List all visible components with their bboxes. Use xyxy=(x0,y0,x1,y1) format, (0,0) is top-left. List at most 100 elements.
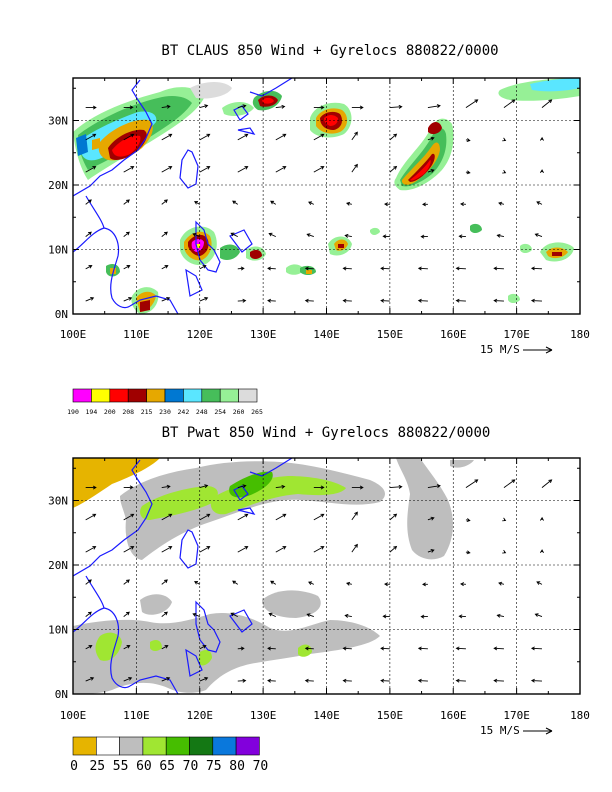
wind-arrow xyxy=(458,234,466,239)
wind-arrow xyxy=(268,612,276,618)
wind-arrow xyxy=(275,484,286,489)
colorbar: 190 194 200 208 215 230 242 248 254 260 265 xyxy=(67,388,263,416)
wind-arrow xyxy=(465,138,471,143)
reference-vector-label: 15 M/S xyxy=(480,724,520,737)
x-tick-label: 150E xyxy=(377,709,404,722)
wind-arrow xyxy=(493,646,504,651)
x-tick-label: 120E xyxy=(187,328,214,341)
wind-arrow xyxy=(123,645,131,650)
wind-arrow xyxy=(85,546,97,553)
wind-arrow xyxy=(161,579,168,585)
wind-arrow xyxy=(455,266,466,271)
wind-arrow xyxy=(123,105,134,110)
wind-arrow xyxy=(344,233,352,238)
wind-arrow xyxy=(194,581,200,585)
wind-arrow xyxy=(85,199,92,205)
wind-arrow xyxy=(460,582,466,587)
wind-arrow xyxy=(237,513,249,521)
colorbar-swatch xyxy=(96,736,120,756)
y-tick-label: 30N xyxy=(48,115,68,128)
x-tick-labels: 100E 110E 120E 130E 140E 150E 160E 170E 180 xyxy=(60,328,590,341)
wind-arrow xyxy=(199,296,209,302)
wind-arrow xyxy=(123,546,135,553)
wind-arrow xyxy=(123,676,133,682)
wind-arrow xyxy=(230,612,238,618)
wind-arrow xyxy=(85,296,95,302)
wind-arrow xyxy=(270,580,277,585)
wind-arrow xyxy=(455,678,466,683)
wind-arrow xyxy=(346,201,352,206)
wind-arrow xyxy=(498,201,505,206)
wind-arrow xyxy=(304,298,314,303)
wind-arrow xyxy=(306,233,314,238)
colorbar-label: 0 xyxy=(70,759,78,774)
y-tick-label: 20N xyxy=(48,179,68,192)
x-tick-label: 140E xyxy=(313,328,340,341)
wind-vectors xyxy=(85,479,553,683)
y-tick-label: 20N xyxy=(48,559,68,572)
wind-arrow xyxy=(199,513,211,521)
wind-arrow xyxy=(465,550,471,555)
graticule xyxy=(72,78,581,315)
wind-arrow xyxy=(389,165,398,173)
wind-arrow xyxy=(237,104,247,109)
wind-arrow xyxy=(123,199,130,205)
wind-arrow xyxy=(85,513,97,521)
wind-arrow xyxy=(123,485,134,490)
x-tick-label: 120E xyxy=(187,709,214,722)
wind-arrow xyxy=(503,479,516,488)
wind-arrow xyxy=(161,166,173,173)
wind-arrow xyxy=(351,131,358,141)
colorbar-swatch xyxy=(219,388,239,403)
wind-arrow xyxy=(267,298,276,303)
wind-arrow xyxy=(237,484,247,489)
wind-arrow xyxy=(351,511,358,521)
wind-arrow xyxy=(530,298,542,303)
wind-arrow xyxy=(389,104,403,109)
wind-arrow xyxy=(530,678,542,683)
wind-arrow xyxy=(161,676,171,682)
panel-title: BT CLAUS 850 Wind + Gyrelocs 880822/0000 xyxy=(161,43,498,59)
wind-arrow xyxy=(427,549,435,553)
wind-arrow xyxy=(427,104,441,109)
wind-arrow xyxy=(275,513,287,521)
wind-arrow xyxy=(534,613,543,618)
x-tick-label: 100E xyxy=(60,328,87,341)
colorbar-swatch xyxy=(165,736,190,756)
wind-arrow xyxy=(304,678,314,683)
wind-arrow xyxy=(541,479,553,488)
x-tick-label: 170E xyxy=(503,328,530,341)
y-tick-label: 30N xyxy=(48,495,68,508)
wind-arrow xyxy=(85,231,92,237)
colorbar-swatch xyxy=(235,736,260,756)
colorbar-swatch xyxy=(119,736,144,756)
wind-arrow xyxy=(342,266,352,271)
wind-arrow xyxy=(237,166,249,173)
wind-arrow xyxy=(304,266,314,271)
wind-arrow xyxy=(541,99,553,108)
wind-arrow xyxy=(85,265,93,270)
wind-arrow xyxy=(237,298,247,303)
colorbar-label: 190 xyxy=(67,408,79,416)
wind-arrow xyxy=(342,678,352,683)
wind-arrow xyxy=(199,265,207,270)
colorbar-label: 70 xyxy=(253,759,269,774)
wind-arrow xyxy=(351,163,358,173)
wind-arrow xyxy=(536,581,543,585)
wind-arrow xyxy=(460,202,466,207)
wind-arrow xyxy=(530,646,542,651)
x-tick-label: 100E xyxy=(60,709,87,722)
wind-arrow xyxy=(384,202,390,207)
wind-arrow xyxy=(85,485,97,490)
wind-arrow xyxy=(308,201,315,205)
wind-arrow xyxy=(308,581,315,585)
y-tick-labels: 0N 10N 20N 30N xyxy=(48,115,68,322)
wind-arrow xyxy=(161,546,173,553)
colorbar-swatch xyxy=(142,736,167,756)
wind-arrow xyxy=(232,580,239,585)
x-tick-labels: 100E 110E 120E 130E 140E 150E 160E 170E 180 xyxy=(60,709,590,722)
y-tick-labels: 0N 10N 20N 30N xyxy=(48,495,68,702)
wind-arrow xyxy=(502,517,507,522)
wind-arrow xyxy=(237,646,245,651)
colorbar-swatch xyxy=(164,388,184,403)
